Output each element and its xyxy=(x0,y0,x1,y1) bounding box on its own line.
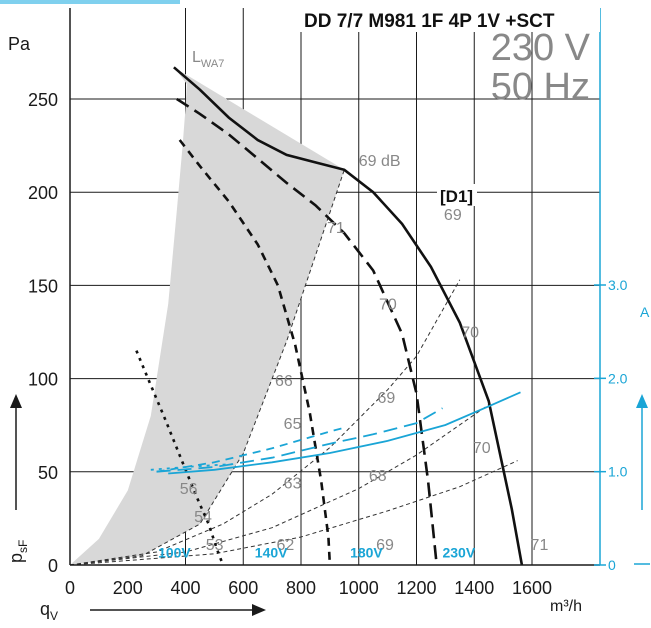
current-curve-180v xyxy=(156,407,443,473)
y2-axis-unit: A xyxy=(640,304,650,320)
sound-level-label: 69 xyxy=(376,537,394,554)
lwa-boundary-line xyxy=(69,169,345,566)
x-tick-label: 1400 xyxy=(454,578,494,598)
y2-tick-label: 2.0 xyxy=(608,370,628,386)
current-curves xyxy=(150,391,521,475)
y-axis-symbol: psF xyxy=(6,540,30,563)
fan-curve-180v xyxy=(176,97,438,566)
sound-level-label: 71 xyxy=(327,220,345,237)
x-tick-label: 1000 xyxy=(339,578,379,598)
x-tick-label: 400 xyxy=(170,578,200,598)
y-tick-label: 0 xyxy=(48,556,58,576)
x-axis-unit: m³/h xyxy=(550,598,582,615)
y-arrow-head xyxy=(10,394,22,408)
frequency-label: 50 Hz xyxy=(491,66,590,108)
model-tag-background xyxy=(437,184,477,206)
x-arrow-head xyxy=(252,604,266,616)
x-tick-label: 1600 xyxy=(512,578,552,598)
model-tag: [D1] xyxy=(440,187,473,206)
y2-tick-label: 0 xyxy=(608,557,616,573)
fan-curve-230v xyxy=(173,66,524,566)
sound-level-label: 69 xyxy=(378,390,396,407)
voltage-curve-label: 140V xyxy=(255,545,288,561)
lwa-label: LWA7 xyxy=(192,49,224,70)
sound-level-label: 70 xyxy=(461,325,479,342)
y-tick-label: 200 xyxy=(28,183,58,203)
x-axis-symbol: qV xyxy=(40,599,58,623)
system-curve xyxy=(69,279,461,566)
sound-level-label: 56 xyxy=(180,481,198,498)
y2-tick-label: 1.0 xyxy=(608,464,628,480)
sound-level-label: 54 xyxy=(194,509,212,526)
sound-level-label: 69 dB xyxy=(359,153,401,170)
current-curve-100v xyxy=(150,463,232,471)
title-background xyxy=(300,8,600,32)
x-tick-label: 800 xyxy=(286,578,316,598)
system-curves xyxy=(69,169,518,566)
sound-level-label: 53 xyxy=(206,537,224,554)
lwa-shaded-region xyxy=(70,67,345,566)
system-curve xyxy=(69,404,489,566)
voltage-curve-label: 230V xyxy=(442,545,475,561)
sound-level-label: 66 xyxy=(275,373,293,390)
axes xyxy=(10,8,650,616)
y-tick-label: 150 xyxy=(28,276,58,296)
y2-tick-label: 3.0 xyxy=(608,277,628,293)
voltage-label: 230 V xyxy=(491,27,591,69)
y2-arrow-head xyxy=(636,394,648,408)
fan-curve-100v xyxy=(135,350,225,566)
y-axis-unit: Pa xyxy=(8,34,31,54)
x-tick-label: 600 xyxy=(228,578,258,598)
y-tick-label: 250 xyxy=(28,90,58,110)
fan-curves xyxy=(135,66,524,566)
sound-level-label: 70 xyxy=(379,297,397,314)
x-tick-label: 1200 xyxy=(396,578,436,598)
x-tick-label: 200 xyxy=(113,578,143,598)
voltage-curve-label: 100V xyxy=(158,545,191,561)
y-tick-label: 50 xyxy=(38,463,58,483)
annotations: 69 dB 69 70 70 71 71 70 69 68 69 66 65 63 62 56 54 53 100… xyxy=(158,153,548,560)
system-curve xyxy=(69,460,518,566)
current-curve-140v xyxy=(156,426,345,473)
tick-labels: 0 200 400 600 800 1000 1200 1400 1600 0 50 100 150 20… xyxy=(28,90,628,598)
y-tick-label: 100 xyxy=(28,370,58,390)
sound-level-label: 69 xyxy=(444,207,462,224)
x-tick-label: 0 xyxy=(65,578,75,598)
voltage-curve-label: 180V xyxy=(350,545,383,561)
grid xyxy=(70,8,600,565)
current-curve-230v xyxy=(168,391,521,475)
sound-level-label: 68 xyxy=(369,468,387,485)
sound-level-label: 71 xyxy=(531,537,549,554)
sound-level-label: 65 xyxy=(284,416,302,433)
chart-title: DD 7/7 M981 1F 4P 1V +SCT xyxy=(304,11,555,32)
sound-level-label: 63 xyxy=(284,476,302,493)
sound-level-label: 70 xyxy=(473,440,491,457)
header-strip xyxy=(0,0,180,4)
sound-level-label: 62 xyxy=(276,537,294,554)
